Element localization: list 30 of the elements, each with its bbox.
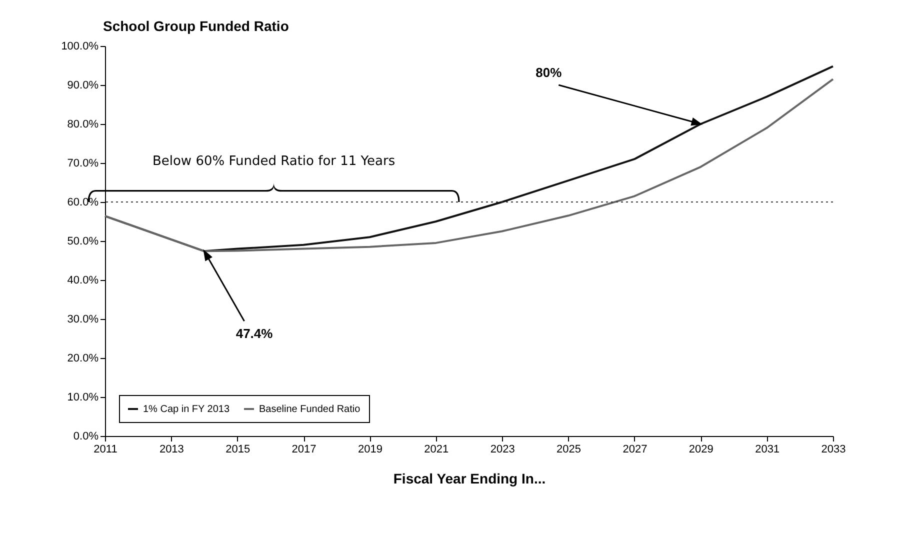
x-tick-label: 2021 [424, 444, 449, 456]
x-tick-label: 2027 [622, 444, 648, 456]
y-tick-label: 30.0% [67, 314, 99, 326]
x-tick-label: 2025 [556, 444, 582, 456]
x-tick-label: 2011 [94, 444, 118, 456]
y-tick-label: 40.0% [67, 274, 99, 286]
x-tick-label: 2033 [821, 444, 846, 456]
y-tick-label: 10.0% [67, 392, 99, 404]
x-axis-title: Fiscal Year Ending In... [393, 470, 546, 486]
x-tick-label: 2023 [490, 444, 515, 456]
legend-label: Baseline Funded Ratio [259, 404, 361, 415]
legend-label: 1% Cap in FY 2013 [143, 404, 230, 415]
x-tick-label: 2019 [358, 444, 382, 456]
y-tick-label: 90.0% [67, 80, 99, 92]
y-tick-label: 100.0% [61, 40, 99, 52]
y-tick-label: 80.0% [67, 118, 99, 130]
y-tick-label: 20.0% [67, 352, 99, 364]
annotation: Below 60% Funded Ratio for 11 Years [152, 154, 396, 169]
annotation: 80% [536, 65, 562, 80]
x-tick-label: 2031 [755, 444, 780, 456]
x-tick-label: 2015 [226, 444, 250, 456]
y-tick-label: 0.0% [73, 430, 99, 442]
x-tick-label: 2029 [688, 444, 714, 456]
x-tick-label: 2017 [292, 444, 316, 456]
y-tick-label: 60.0% [67, 196, 99, 208]
x-tick-label: 2013 [159, 444, 184, 456]
annotation: 47.4% [236, 326, 274, 342]
y-tick-label: 70.0% [67, 158, 99, 170]
chart-title: School Group Funded Ratio [103, 18, 289, 34]
y-tick-label: 50.0% [67, 236, 99, 248]
